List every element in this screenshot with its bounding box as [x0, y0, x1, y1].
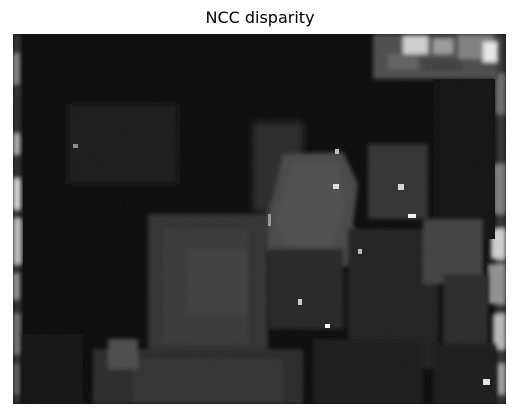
figure-title: NCC disparity [205, 8, 315, 27]
disparity-map-image [13, 34, 506, 404]
texture-overlay [13, 34, 506, 404]
